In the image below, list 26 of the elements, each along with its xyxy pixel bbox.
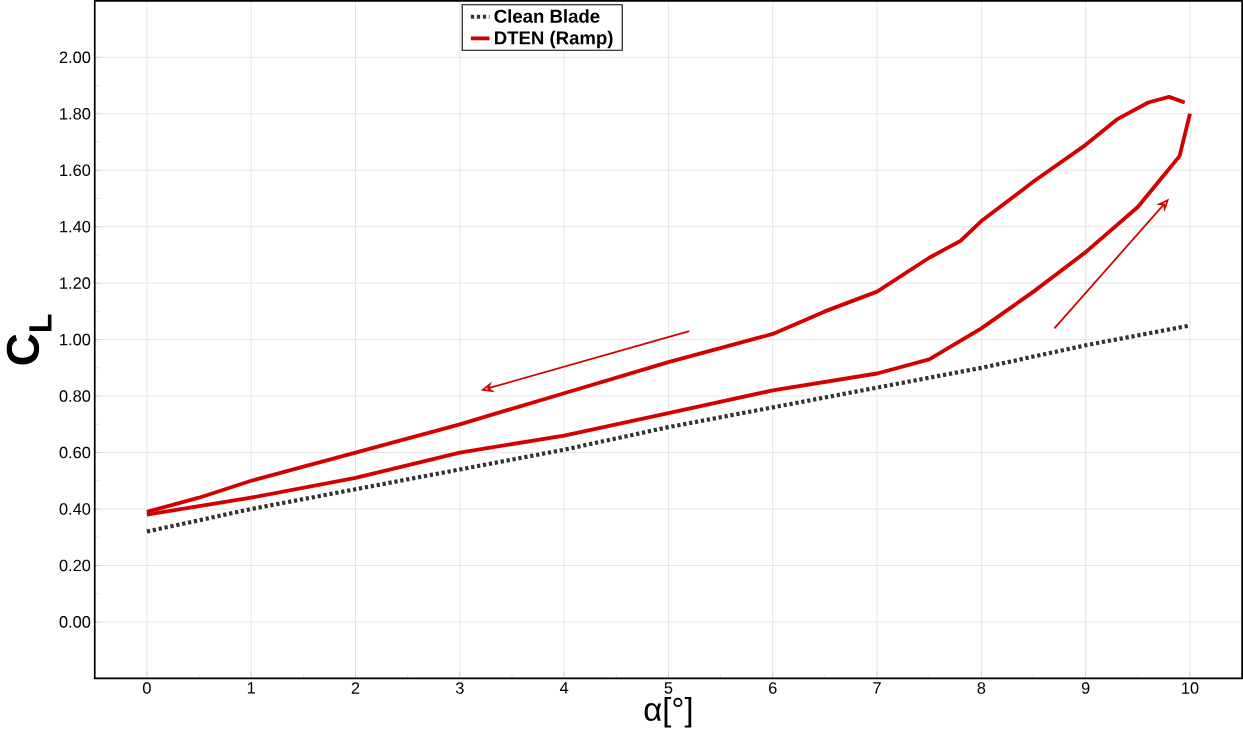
y-tick-label: 0.60 (59, 446, 91, 459)
x-tick-label: 1 (247, 682, 255, 694)
x-tick-label: 3 (455, 682, 464, 694)
y-tick-label: 1.40 (60, 220, 91, 233)
x-tick-label: 4 (559, 682, 569, 694)
x-tick-label: 7 (873, 682, 881, 694)
y-tick-label: 1.60 (60, 164, 91, 176)
y-tick-label: 0.80 (59, 390, 91, 402)
x-axis-title: α[°] (644, 696, 692, 728)
y-axis-title: C$_{L}$ (6, 314, 52, 365)
y-tick-label: 0.40 (59, 503, 91, 515)
legend-label: Clean Blade (494, 9, 600, 23)
y-tick-label: 1.80 (60, 107, 91, 120)
x-tick-label: 8 (977, 682, 986, 694)
y-tick-label: 1.20 (60, 277, 91, 289)
legend-label: DTEN (Ramp) (495, 30, 613, 49)
y-tick-label: 1.00 (60, 333, 91, 346)
y-tick-label: 2.00 (59, 51, 91, 64)
x-tick-label: 6 (769, 682, 777, 694)
y-tick-label: 0.00 (59, 616, 91, 628)
y-tick-label: 0.20 (59, 559, 91, 572)
x-tick-label: 10 (1182, 682, 1199, 694)
x-tick-label: 5 (664, 682, 673, 694)
x-tick-label: 2 (351, 682, 360, 694)
x-tick-label: 9 (1081, 682, 1090, 694)
x-tick-label: 0 (142, 682, 151, 694)
